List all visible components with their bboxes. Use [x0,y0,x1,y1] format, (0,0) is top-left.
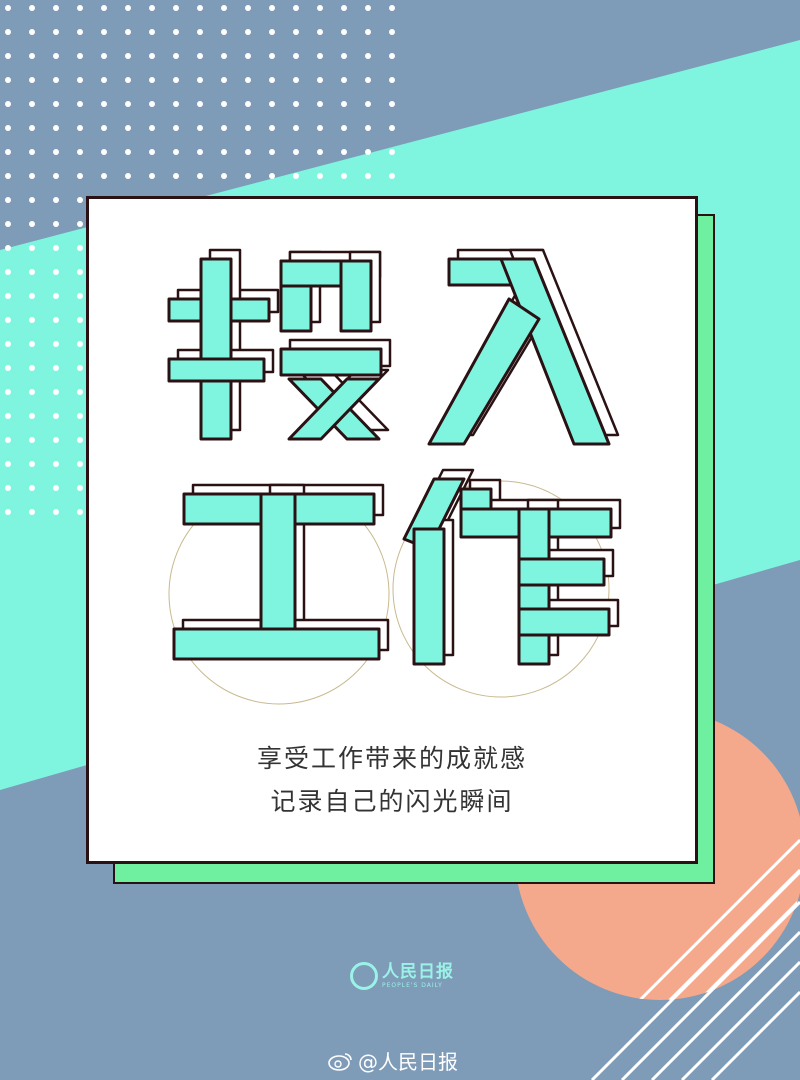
headline-char-zuo [402,477,613,666]
headline-char-1: 投 [90,199,91,201]
headline-char-ru [427,257,611,446]
headline-char-gong [172,492,381,661]
headline-char-2: 入 [92,199,93,201]
headline-char-tou [167,257,383,441]
corner-stripes [590,870,800,1080]
headline-char-3: 工 [94,199,95,201]
tagline-line-1: 享受工作带来的成就感 [256,744,527,773]
weibo-icon [328,1052,352,1071]
watermark: @人民日报 [328,1046,458,1075]
logo-name-cn: 人民日报 [382,961,454,982]
headline-graphic: 投 入 工 作 [90,199,622,705]
card: 投 入 工 作 享受工作带来的成就感 记录自己的闪光瞬间 [86,196,698,864]
logo-name-en: PEOPLE'S DAILY [382,981,443,989]
peoples-daily-logo: 人民日报 PEOPLE'S DAILY [350,962,454,990]
headline-main [167,257,613,666]
headline-text: 投 入 工 作 [90,199,97,201]
watermark-handle: @人民日报 [358,1050,458,1074]
logo-mark-icon [350,962,378,990]
tagline-line-2: 记录自己的闪光瞬间 [270,787,514,816]
headline-char-4: 作 [96,199,97,201]
